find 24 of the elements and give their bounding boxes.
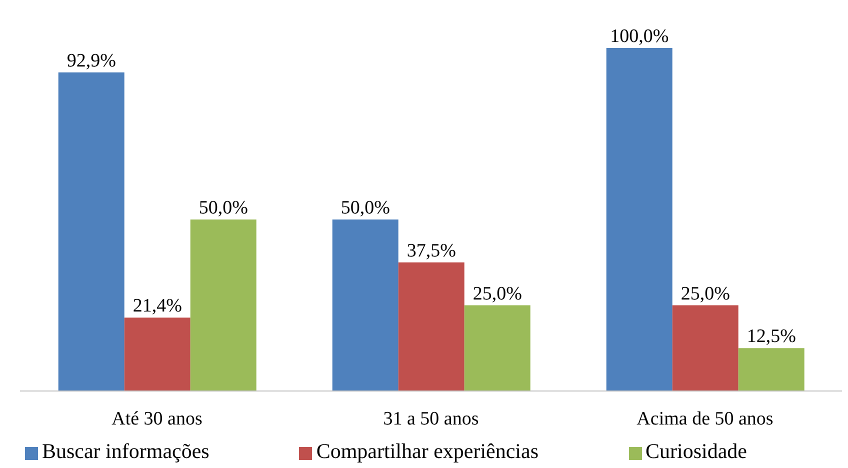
bar <box>58 72 124 391</box>
data-label: 25,0% <box>472 283 522 304</box>
x-tick-label: Acima de 50 anos <box>636 408 774 430</box>
bar <box>190 220 256 391</box>
bar <box>738 348 804 391</box>
bar <box>606 48 672 391</box>
data-label: 12,5% <box>746 326 796 348</box>
data-label: 50,0% <box>198 198 248 218</box>
legend-label: Buscar informações <box>42 439 210 463</box>
legend-label: Compartilhar experiências <box>316 439 539 463</box>
bar <box>672 305 738 391</box>
legend-label: Curiosidade <box>646 439 747 463</box>
bar <box>464 305 530 391</box>
bar <box>332 220 398 391</box>
data-label: 21,4% <box>132 296 182 317</box>
data-label: 100,0% <box>610 26 669 47</box>
data-label: 25,0% <box>680 283 730 304</box>
x-tick-label: Até 30 anos <box>112 408 202 430</box>
x-tick-label: 31 a 50 anos <box>383 408 479 430</box>
data-label: 92,9% <box>66 50 116 72</box>
bar <box>398 262 464 391</box>
data-label: 37,5% <box>406 240 456 262</box>
bar <box>124 318 190 391</box>
data-label: 50,0% <box>340 198 390 218</box>
